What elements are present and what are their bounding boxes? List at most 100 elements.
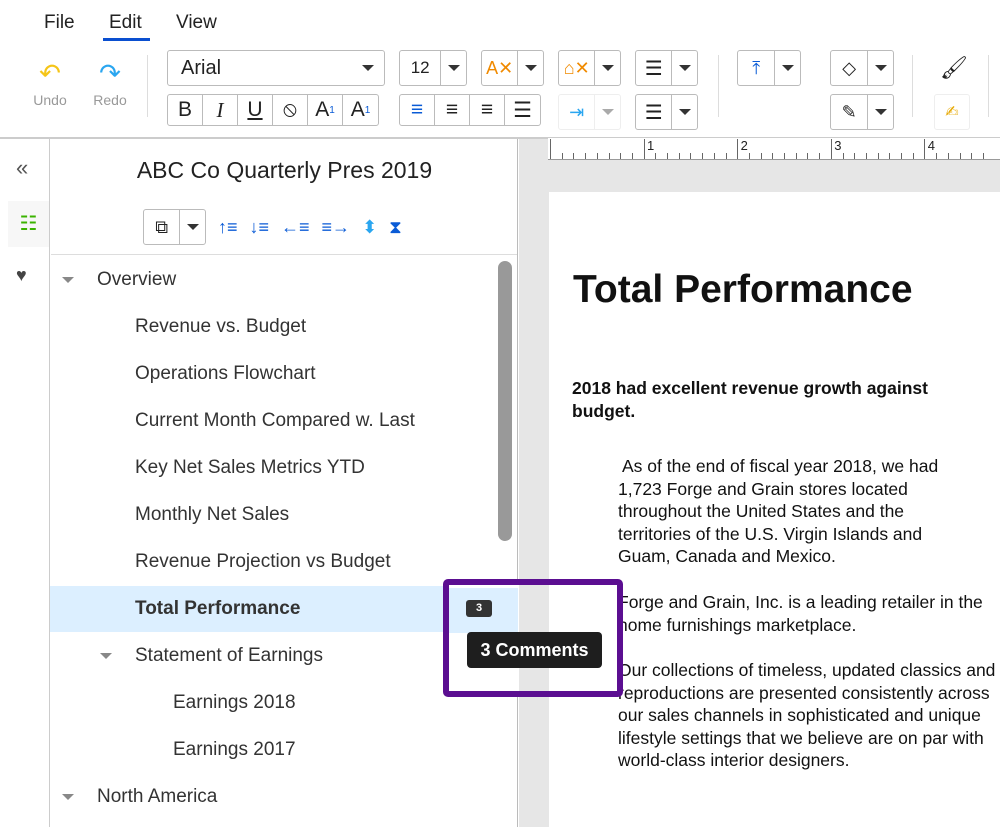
subscript-icon: A — [350, 98, 365, 121]
divider — [912, 55, 913, 117]
divider — [718, 55, 719, 117]
highlighter-icon: ✎ — [841, 101, 857, 122]
strikethrough-icon: ⦸ — [283, 98, 297, 121]
chevron-down-icon — [447, 65, 460, 71]
insert-slide-icon: ⧉ — [155, 216, 169, 237]
tree-item[interactable]: Key Net Sales Metrics YTD — [50, 445, 500, 491]
ruler-tick — [690, 153, 692, 159]
align-right-button[interactable]: ≡ — [470, 95, 505, 125]
eraser-icon: ⌂✕ — [563, 57, 590, 78]
ruler-label: 1 — [647, 138, 655, 153]
scrollbar[interactable] — [498, 261, 512, 541]
ruler-tick — [784, 153, 785, 159]
bullet-list-button[interactable]: ☰ — [635, 50, 698, 86]
signature-button[interactable]: ✍︎ — [934, 94, 970, 130]
paragraph-spacing-button[interactable]: ⤒ — [737, 50, 801, 86]
menu-file[interactable]: File — [44, 12, 75, 33]
indent-right-icon[interactable]: ≡→ — [321, 216, 351, 237]
tree-item[interactable]: Revenue Projection vs Budget — [50, 539, 500, 585]
expand-caret-icon[interactable] — [62, 277, 74, 283]
bold-button[interactable]: B — [168, 95, 203, 125]
italic-button[interactable]: I — [203, 95, 238, 125]
paint-bucket-icon: ◇ — [842, 57, 857, 78]
expand-all-icon[interactable]: ⬍ — [362, 216, 378, 237]
clear-format-button[interactable]: A✕ — [481, 50, 544, 86]
bullet-list-icon: ☰ — [644, 57, 663, 80]
tree-item[interactable]: Overview — [50, 257, 500, 303]
align-center-button[interactable]: ≡ — [435, 95, 470, 125]
numbered-list-icon: ☰ — [644, 101, 663, 124]
ruler-tick — [550, 139, 551, 159]
ruler-tick — [854, 153, 856, 159]
tree-item[interactable]: Operations Flowchart — [50, 351, 500, 397]
paragraph-1: As of the end of fiscal year 2018, we ha… — [618, 456, 939, 566]
tree-item[interactable]: Revenue vs. Budget — [50, 304, 500, 350]
chevron-down-icon — [362, 65, 374, 71]
tree-item[interactable]: Current Month Compared w. Last — [50, 398, 500, 444]
ruler-tick — [608, 153, 610, 159]
ruler-tick — [819, 153, 821, 159]
highlight-color-button[interactable]: ✎ — [830, 94, 894, 130]
ruler-tick — [936, 153, 938, 159]
ruler-tick — [877, 153, 879, 159]
ruler-tick — [842, 153, 844, 159]
ruler-tick — [702, 153, 704, 159]
numbered-list-button[interactable]: ☰ — [635, 94, 698, 130]
outline-icon[interactable]: ☷ — [8, 201, 49, 247]
ruler-tick — [631, 153, 633, 159]
align-right-icon: ≡ — [480, 98, 494, 121]
font-family-select[interactable]: Arial — [167, 50, 385, 86]
favorites-icon[interactable]: ♥︎ — [16, 265, 27, 285]
move-down-icon[interactable]: ↓≡ — [249, 216, 270, 237]
collapse-icon[interactable]: « — [16, 155, 29, 180]
paragraph-2: Forge and Grain, Inc. is a leading retai… — [618, 592, 983, 635]
font-value: Arial — [181, 56, 222, 79]
collapse-all-icon[interactable]: ⧗ — [389, 216, 402, 237]
tree-item[interactable]: Earnings 2018 — [50, 680, 500, 726]
expand-caret-icon[interactable] — [100, 653, 112, 659]
redo-button[interactable]: ↷ Redo — [88, 60, 132, 108]
tree-item[interactable]: Total Performance — [50, 586, 449, 632]
format-painter-icon[interactable]: 🖌︎ — [940, 55, 968, 80]
tree-item-label: Overview — [97, 269, 177, 290]
ruler-tick — [643, 139, 645, 159]
align-center-icon: ≡ — [445, 98, 459, 121]
clear-format-icon: A✕ — [486, 57, 514, 78]
fill-color-button[interactable]: ◇ — [830, 50, 894, 86]
redo-label: Redo — [93, 92, 127, 108]
menu-view[interactable]: View — [176, 12, 217, 33]
ruler-tick — [971, 153, 973, 159]
tree-item[interactable]: Monthly Net Sales — [50, 492, 500, 538]
strikethrough-button[interactable]: ⦸ — [273, 95, 308, 125]
underline-button[interactable]: U — [238, 95, 273, 125]
indent-button[interactable]: ⇥ — [558, 94, 621, 130]
divider — [147, 55, 148, 117]
panel-divider — [51, 254, 517, 255]
align-left-icon: ≡ — [410, 98, 424, 121]
undo-button[interactable]: ↶ Undo — [28, 60, 72, 108]
outdent-icon[interactable]: ←≡ — [281, 216, 310, 237]
outline-panel: ABC Co Quarterly Pres 2019 ⧉ ↑≡ ↓≡ ←≡ ≡→… — [51, 139, 518, 827]
ruler-label: 4 — [927, 138, 936, 153]
clear-highlight-button[interactable]: ⌂✕ — [558, 50, 621, 86]
tree-item[interactable]: North America — [50, 774, 500, 820]
expand-caret-icon[interactable] — [62, 794, 74, 800]
move-up-icon[interactable]: ↑≡ — [218, 216, 238, 237]
font-size-select[interactable]: 12 — [399, 50, 467, 86]
comment-count-icon[interactable]: 3 — [466, 600, 492, 617]
menu-edit[interactable]: Edit — [109, 12, 142, 33]
justify-button[interactable]: ☰ — [505, 95, 540, 125]
ruler-tick — [807, 153, 809, 159]
ruler-tick — [725, 153, 727, 159]
tree-item[interactable]: Earnings 2017 — [50, 727, 500, 773]
alignment-group: ≡ ≡ ≡ ☰ — [399, 94, 541, 126]
ruler-tick — [830, 139, 832, 159]
side-strip: « ☷ ♥︎ — [0, 139, 50, 827]
insert-slide-button[interactable]: ⧉ — [143, 209, 206, 245]
ruler-tick — [795, 153, 797, 159]
align-left-button[interactable]: ≡ — [400, 95, 435, 125]
tree-item[interactable]: Statement of Earnings — [50, 633, 500, 679]
